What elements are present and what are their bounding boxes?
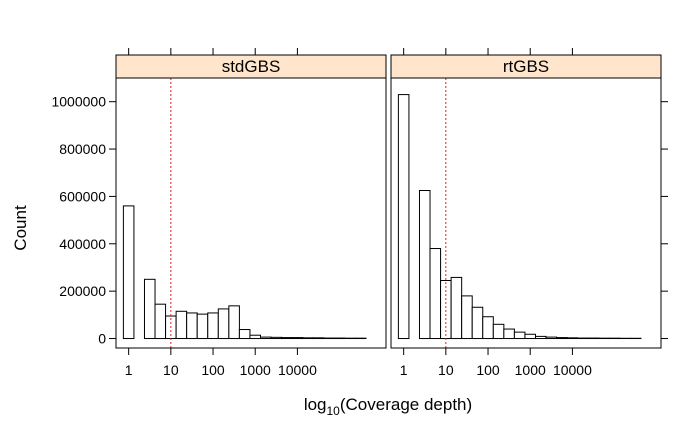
y-tick-label: 1000000 — [51, 94, 106, 110]
x-tick-label-stdGBS: 100 — [201, 362, 225, 378]
bar-stdGBS-9 — [217, 308, 230, 340]
bar-stdGBS-0 — [122, 205, 135, 340]
bar-rtGBS-6 — [461, 295, 473, 340]
bar-rtGBS-8 — [482, 316, 494, 340]
bar-rtGBS-11 — [513, 331, 526, 340]
bar-stdGBS-5 — [175, 310, 188, 340]
x-tick-label-rtGBS: 1000 — [515, 362, 546, 378]
x-tick-label-stdGBS: 1 — [125, 362, 133, 378]
bar-rtGBS-15 — [556, 337, 568, 340]
bar-rtGBS-0 — [397, 94, 410, 340]
bar-stdGBS-14 — [270, 336, 283, 340]
x-tick-label-stdGBS: 10000 — [278, 362, 317, 378]
x-axis-title: log10(Coverage depth) — [304, 395, 472, 418]
bar-stdGBS-17 — [302, 337, 314, 340]
bar-stdGBS-10 — [228, 305, 240, 340]
bar-stdGBS-8 — [207, 312, 219, 340]
bar-stdGBS-18 — [312, 337, 325, 340]
bar-rtGBS-14 — [545, 336, 558, 340]
bar-stdGBS-6 — [186, 312, 198, 340]
bar-stdGBS-2 — [143, 278, 156, 340]
bar-rtGBS-4 — [440, 280, 452, 340]
bar-rtGBS-7 — [471, 306, 484, 340]
bar-rtGBS-9 — [492, 323, 505, 340]
y-tick-label: 600000 — [59, 188, 106, 204]
bar-rtGBS-16 — [566, 337, 579, 340]
x-tick-label-stdGBS: 10 — [163, 362, 179, 378]
strip-label-stdGBS: stdGBS — [222, 57, 281, 76]
y-tick-label: 200000 — [59, 283, 106, 299]
x-tick-label-rtGBS: 10 — [438, 362, 454, 378]
strip-label-rtGBS: rtGBS — [503, 57, 549, 76]
panel-rtGBS: rtGBS 1 10 100 1000 10000 — [390, 48, 662, 378]
bar-rtGBS-3 — [429, 248, 442, 340]
bar-stdGBS-11 — [238, 329, 251, 340]
bar-rtGBS-10 — [503, 328, 515, 340]
y-tick-label: 0 — [98, 331, 106, 347]
bar-rtGBS-13 — [534, 335, 547, 340]
panel-stdGBS: stdGBS 1 10 100 1000 10000 — [115, 48, 387, 378]
x-tick-label-rtGBS: 10000 — [553, 362, 592, 378]
y-axis-title: Count — [11, 205, 30, 251]
bar-stdGBS-7 — [196, 313, 209, 340]
bar-stdGBS-12 — [249, 334, 261, 340]
x-tick-label-stdGBS: 1000 — [240, 362, 271, 378]
bar-rtGBS-12 — [524, 333, 536, 340]
y-tick-label: 400000 — [59, 236, 106, 252]
panel-frame-rtGBS — [390, 77, 662, 349]
x-tick-label-rtGBS: 1 — [400, 362, 408, 378]
bar-stdGBS-15 — [281, 337, 293, 340]
y-tick-label: 800000 — [59, 141, 106, 157]
bar-rtGBS-2 — [418, 190, 431, 340]
bar-stdGBS-16 — [291, 337, 304, 340]
x-tick-label-rtGBS: 100 — [476, 362, 500, 378]
panel-frame-stdGBS — [115, 77, 387, 349]
bar-stdGBS-3 — [154, 303, 167, 340]
bar-rtGBS-5 — [450, 276, 463, 340]
bar-stdGBS-13 — [259, 336, 272, 340]
